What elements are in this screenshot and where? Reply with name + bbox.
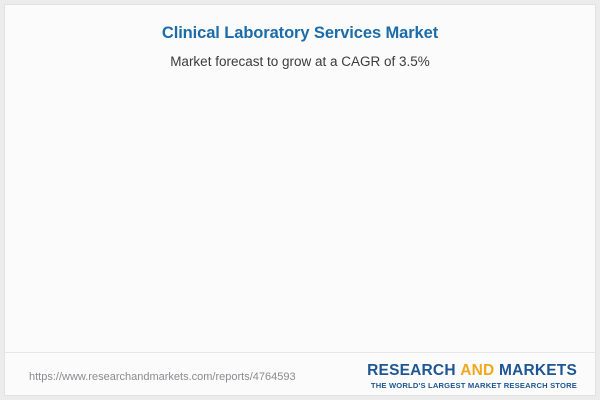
logo-word-and: AND <box>460 362 495 379</box>
chart-title: Clinical Laboratory Services Market <box>161 24 439 42</box>
logo-wordmark: RESEARCH AND MARKETS <box>367 362 577 380</box>
plot-area: USD 233.24 Billion 2023 USD 286.77 Billi… <box>5 5 595 345</box>
chart-subtitle: Market forecast to grow at a CAGR of 3.5… <box>170 54 430 69</box>
research-and-markets-logo[interactable]: RESEARCH AND MARKETS THE WORLD'S LARGEST… <box>367 362 577 390</box>
logo-word-research: RESEARCH <box>367 362 456 379</box>
chart-card: Clinical Laboratory Services Market Mark… <box>4 4 596 396</box>
logo-word-markets: MARKETS <box>498 362 577 379</box>
footer-divider <box>5 352 595 353</box>
report-url-link[interactable]: https://www.researchandmarkets.com/repor… <box>29 371 296 383</box>
logo-tagline: THE WORLD'S LARGEST MARKET RESEARCH STOR… <box>370 381 577 390</box>
